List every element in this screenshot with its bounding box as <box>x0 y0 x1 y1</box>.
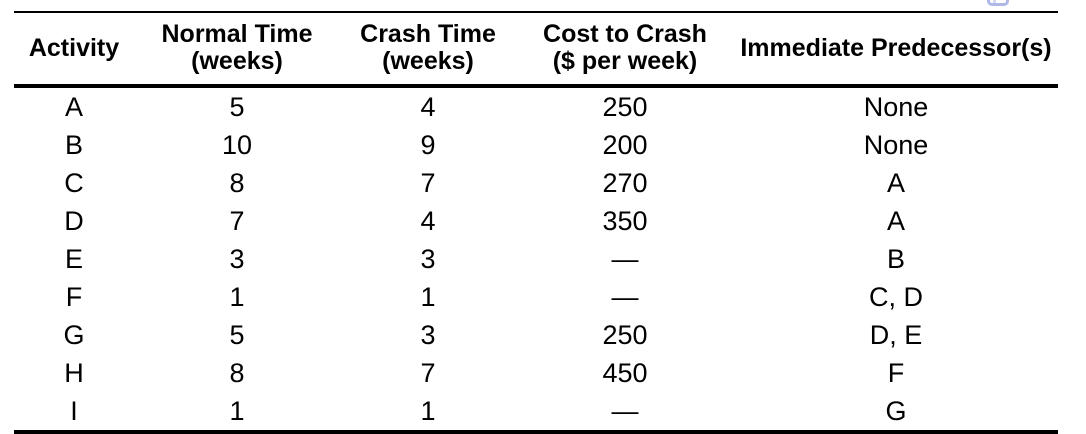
cell-activity: I <box>70 395 78 426</box>
window-icon[interactable] <box>987 0 1009 6</box>
cell-crash-time: 3 <box>420 319 436 350</box>
cell-cost-to-crash: 270 <box>602 167 648 198</box>
cell-crash-time: 4 <box>420 91 436 122</box>
table-header: Activity Normal Time (weeks) Crash Time … <box>14 12 1058 86</box>
col-header-cost-to-crash: Cost to Crash ($ per week) <box>543 20 707 75</box>
table-body: A 5 4 250 None B 10 9 200 None C 8 7 270… <box>14 86 1058 432</box>
cell-normal-time: 5 <box>229 91 245 122</box>
table-row: D 7 4 350 A <box>14 202 1058 240</box>
cell-cost-to-crash: — <box>611 395 639 426</box>
cell-normal-time: 7 <box>229 205 245 236</box>
table-row: C 8 7 270 A <box>14 164 1058 202</box>
cell-cost-to-crash: 350 <box>602 205 648 236</box>
table-row: E 3 3 — B <box>14 240 1058 278</box>
cell-normal-time: 10 <box>221 129 253 160</box>
cell-crash-time: 9 <box>420 129 436 160</box>
cell-activity: A <box>64 91 83 122</box>
cell-predecessors: None <box>863 91 929 122</box>
cell-cost-to-crash: — <box>611 281 639 312</box>
cell-cost-to-crash: 250 <box>602 91 648 122</box>
cell-normal-time: 8 <box>229 167 245 198</box>
cell-crash-time: 7 <box>420 167 436 198</box>
table-row: G 5 3 250 D, E <box>14 316 1058 354</box>
cell-crash-time: 1 <box>420 281 436 312</box>
cell-cost-to-crash: 200 <box>602 129 648 160</box>
cell-activity: B <box>64 129 83 160</box>
col-header-predecessors: Immediate Predecessor(s) <box>740 33 1052 62</box>
table-row: A 5 4 250 None <box>14 86 1058 126</box>
cell-activity: C <box>64 167 84 198</box>
cell-normal-time: 1 <box>229 281 245 312</box>
header-row: Activity Normal Time (weeks) Crash Time … <box>14 12 1058 86</box>
cell-predecessors: A <box>886 205 905 236</box>
cell-activity: D <box>64 205 84 236</box>
col-header-normal-time: Normal Time (weeks) <box>161 20 313 75</box>
col-header-crash-time: Crash Time (weeks) <box>360 20 496 75</box>
cell-crash-time: 1 <box>420 395 436 426</box>
cell-crash-time: 7 <box>420 357 436 388</box>
cell-predecessors: None <box>863 129 929 160</box>
cell-activity: F <box>65 281 83 312</box>
cell-activity: E <box>64 243 83 274</box>
cell-crash-time: 4 <box>420 205 436 236</box>
cell-normal-time: 3 <box>229 243 245 274</box>
cell-cost-to-crash: — <box>611 243 639 274</box>
cell-predecessors: D, E <box>869 319 923 350</box>
cell-normal-time: 1 <box>229 395 245 426</box>
table-row: I 1 1 — G <box>14 392 1058 432</box>
cell-predecessors: A <box>886 167 905 198</box>
cell-normal-time: 8 <box>229 357 245 388</box>
table-row: B 10 9 200 None <box>14 126 1058 164</box>
cell-predecessors: F <box>887 357 905 388</box>
cell-predecessors: G <box>885 395 907 426</box>
cell-cost-to-crash: 250 <box>602 319 648 350</box>
cell-predecessors: C, D <box>869 281 923 312</box>
cell-normal-time: 5 <box>229 319 245 350</box>
cell-activity: H <box>64 357 84 388</box>
cell-crash-time: 3 <box>420 243 436 274</box>
cell-activity: G <box>63 319 85 350</box>
activity-crash-table: Activity Normal Time (weeks) Crash Time … <box>14 11 1058 434</box>
cell-predecessors: B <box>886 243 905 274</box>
table-row: F 1 1 — C, D <box>14 278 1058 316</box>
col-header-activity: Activity <box>28 33 120 62</box>
table-row: H 8 7 450 F <box>14 354 1058 392</box>
cell-cost-to-crash: 450 <box>602 357 648 388</box>
